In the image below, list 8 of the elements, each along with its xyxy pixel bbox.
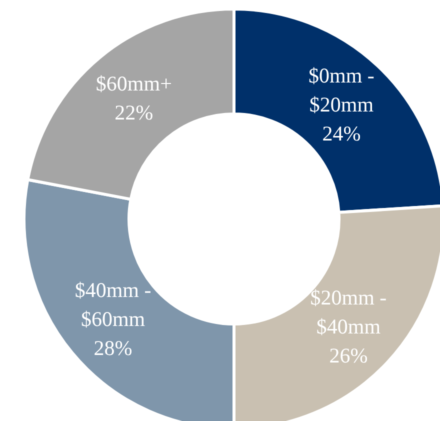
data-label: 28% bbox=[94, 336, 132, 360]
data-label: 26% bbox=[329, 343, 368, 368]
slice-label: $0mm - $20mm bbox=[308, 64, 374, 117]
slice-label: $60mm+ bbox=[96, 72, 172, 96]
slice-label: $20mm - $40mm bbox=[310, 285, 387, 338]
data-label: 22% bbox=[114, 100, 154, 125]
slice-label: $40mm - $60mm bbox=[74, 278, 152, 332]
data-label: 24% bbox=[322, 122, 361, 146]
